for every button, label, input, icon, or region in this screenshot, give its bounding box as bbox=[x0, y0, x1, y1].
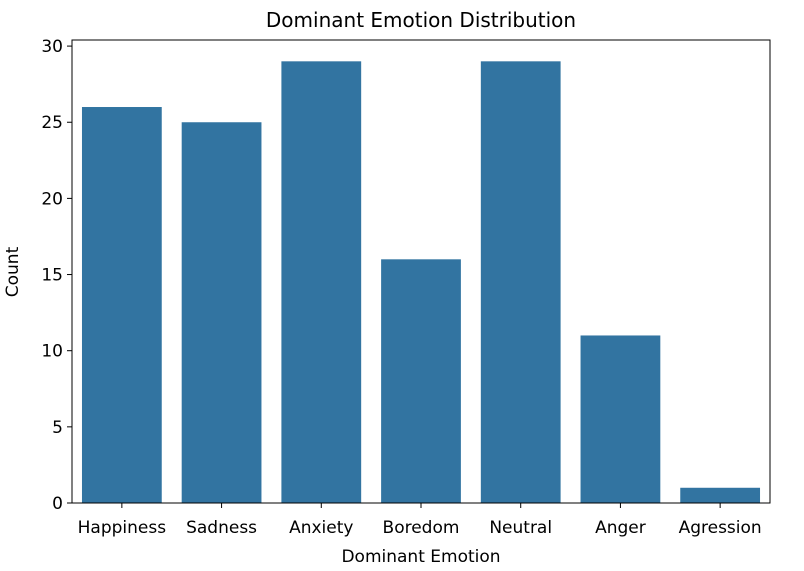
bar-anxiety bbox=[281, 61, 362, 504]
x-axis-label: Dominant Emotion bbox=[341, 547, 500, 567]
y-tick-label: 10 bbox=[41, 342, 63, 362]
y-tick-label: 25 bbox=[41, 113, 63, 133]
x-axis-ticks: Happiness Sadness Anxiety Boredom Neutral Ang… bbox=[78, 503, 762, 538]
y-tick-label: 0 bbox=[52, 494, 63, 514]
bar-sadness bbox=[181, 122, 262, 504]
bar-neutral bbox=[480, 61, 561, 504]
x-tick-label: Happiness bbox=[78, 518, 167, 538]
bar-agression bbox=[680, 487, 761, 503]
y-axis-label: Count bbox=[3, 246, 23, 297]
x-tick-label: Anxiety bbox=[289, 518, 353, 538]
x-tick-label: Neutral bbox=[489, 518, 552, 538]
y-tick-label: 5 bbox=[52, 418, 63, 438]
y-tick-label: 15 bbox=[41, 266, 63, 286]
bar-anger bbox=[580, 335, 661, 503]
x-tick-label: Agression bbox=[679, 518, 762, 538]
y-tick-label: 30 bbox=[41, 37, 63, 57]
bar-happiness bbox=[81, 107, 162, 504]
y-axis-ticks: 0 5 10 15 20 25 30 bbox=[41, 37, 72, 514]
plot-frame bbox=[71, 39, 771, 504]
x-tick-label: Boredom bbox=[383, 518, 460, 538]
x-tick-label: Sadness bbox=[186, 518, 257, 538]
bar-boredom bbox=[381, 259, 461, 503]
y-tick-label: 20 bbox=[41, 189, 63, 209]
bars-group bbox=[81, 61, 761, 504]
x-tick-label: Anger bbox=[595, 518, 646, 538]
chart-title: Dominant Emotion Distribution bbox=[266, 8, 576, 32]
